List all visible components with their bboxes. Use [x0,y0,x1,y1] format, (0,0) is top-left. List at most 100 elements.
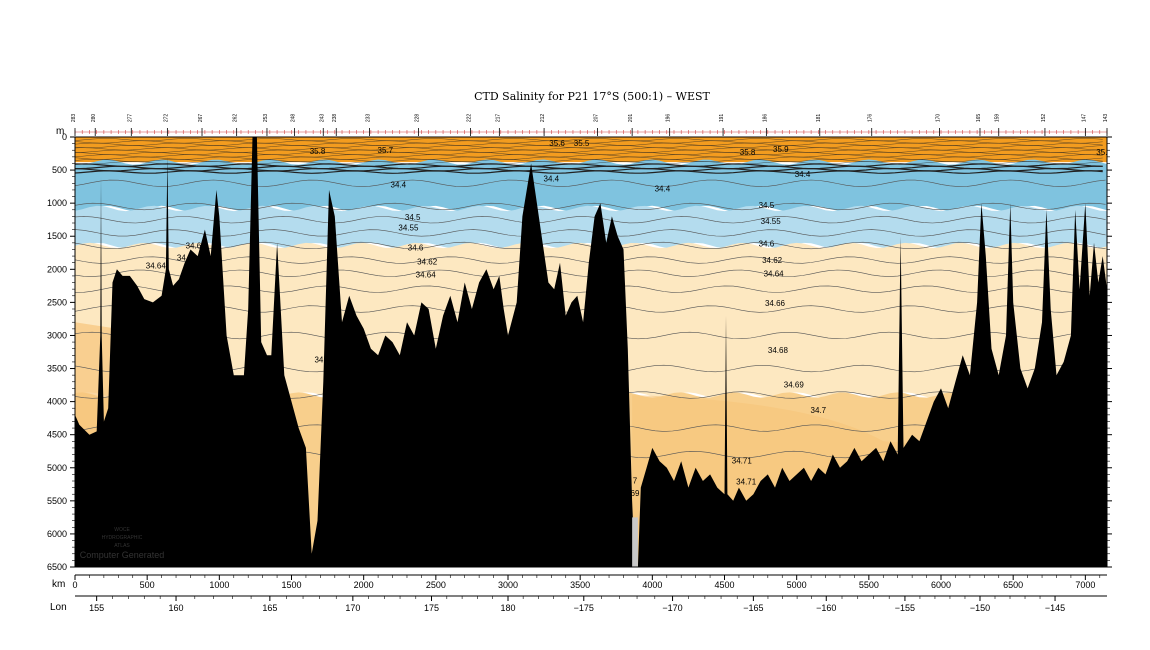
depth-unit-label: m [56,126,64,137]
contour-label: 34.64 [416,271,437,280]
lon-tick-label: 160 [169,603,184,613]
station-id-label: 165 [976,114,982,123]
salinity-band-2 [75,205,1107,249]
contour-label: 34.66 [765,299,786,308]
station-id-label: 176 [868,114,874,123]
contour-label: 35.7 [378,146,394,155]
depth-tick-label: 1500 [47,231,67,241]
contour-label: 35.9 [773,145,789,154]
plot-frame [74,136,1108,568]
lon-tick-label: −145 [1045,603,1065,613]
contour-label: 35.7 [1096,148,1112,157]
km-tick-label: 3000 [498,580,518,590]
depth-tick-label: 6000 [47,529,67,539]
km-tick-label: 0 [72,580,77,590]
km-tick-label: 5000 [787,580,807,590]
station-id-label: 170 [936,114,942,123]
lon-tick-label: −170 [662,603,682,613]
station-id-label: 222 [466,114,472,123]
contour-label: 34.5 [405,213,421,222]
depth-tick-label: 4500 [47,430,67,440]
km-tick-label: 5500 [859,580,879,590]
contour-label: 35.8 [310,147,326,156]
watermark-line1: WOCE [114,527,130,533]
contour-label: 34.71 [732,457,753,466]
contour-label: 34.6 [759,240,775,249]
station-id-label: 147 [1081,114,1087,123]
station-id-label: 228 [415,114,421,123]
station-id-label: 181 [816,114,822,123]
contour-label: 34.62 [762,256,783,265]
km-tick-label: 500 [140,580,155,590]
depth-tick-label: 500 [52,165,67,175]
contour-line [75,138,1103,142]
contour-label: 34.6 [408,244,424,253]
contour-label: 35.6 [549,139,565,148]
station-id-label: 159 [995,114,1001,123]
depth-tick-label: 2000 [47,264,67,274]
depth-tick-label: 1000 [47,198,67,208]
station-id-label: 233 [365,114,371,123]
contour-label: 34.6 [186,242,202,251]
km-tick-label: 6500 [1003,580,1023,590]
lon-tick-label: 175 [424,603,439,613]
woce-watermark: WOCE HYDROGRAPHIC ATLAS Computer Generat… [80,527,165,560]
station-id-label: 238 [332,114,338,123]
contour-label: 34 [314,355,323,364]
contour-label: 34.5 [759,201,775,210]
station-id-label: 201 [628,114,634,123]
km-tick-label: 4000 [642,580,662,590]
contour-label: 69 [631,489,640,498]
contour-label: 34.4 [391,181,407,190]
km-tick-label: 2500 [426,580,446,590]
contour-line [75,154,1103,158]
contour-line [75,229,1106,237]
contour-label: 34.55 [398,224,419,233]
station-id-label: 272 [163,114,169,123]
contour-label: 34.64 [146,261,167,270]
contour-label: 7 [633,476,638,485]
lon-tick-label: −175 [574,603,594,613]
station-id-label: 280 [91,114,97,123]
contour-label: 35.8 [740,148,756,157]
contour-line [75,159,1103,162]
station-id-label: 217 [495,114,501,123]
km-tick-label: 1500 [281,580,301,590]
station-id-label: 212 [540,114,546,123]
depth-tick-label: 6500 [47,562,67,572]
depth-tick-label: 5500 [47,496,67,506]
contour-line [75,216,1106,224]
depth-tick-label: 2500 [47,297,67,307]
station-id-label: 243 [319,114,325,123]
depth-tick-label: 4000 [47,397,67,407]
lon-tick-label: 155 [89,603,104,613]
watermark-line3: ATLAS [114,543,130,549]
contour-label: 34.71 [736,478,757,487]
watermark-line2: HYDROGRAPHIC [102,535,143,541]
station-id-label: 253 [263,114,269,123]
lon-tick-label: 165 [262,603,277,613]
contour-label: 34.4 [655,185,671,194]
watermark-line4: Computer Generated [80,550,165,560]
km-tick-label: 6000 [931,580,951,590]
axes: 0500100015002000250030003500400045005000… [47,132,1112,613]
depth-tick-label: 3000 [47,330,67,340]
lon-tick-label: −165 [743,603,763,613]
plot-area: 35.8 35.7 35.6 35.5 35.8 35.9 35.7 34.4 34.4 34.4… [75,137,1112,567]
depth-tick-label: 5000 [47,463,67,473]
depth-tick-label: 0 [62,132,67,142]
contour-line [75,170,1103,174]
station-id-label: 277 [127,114,133,123]
seafloor-bathymetry [75,137,1107,567]
station-id-label: 143 [1103,114,1109,123]
km-tick-label: 7000 [1075,580,1095,590]
lon-axis-label: Lon [50,602,67,613]
station-id-label: 191 [719,114,725,123]
plot-clip-group: 35.8 35.7 35.6 35.5 35.8 35.9 35.7 34.4 34.4 34.4… [75,137,1112,567]
km-tick-label: 1000 [209,580,229,590]
lon-tick-label: −150 [970,603,990,613]
distance-unit-label: km [52,579,65,590]
contour-label: 34.4 [544,175,560,184]
station-id-label: 248 [290,114,296,123]
